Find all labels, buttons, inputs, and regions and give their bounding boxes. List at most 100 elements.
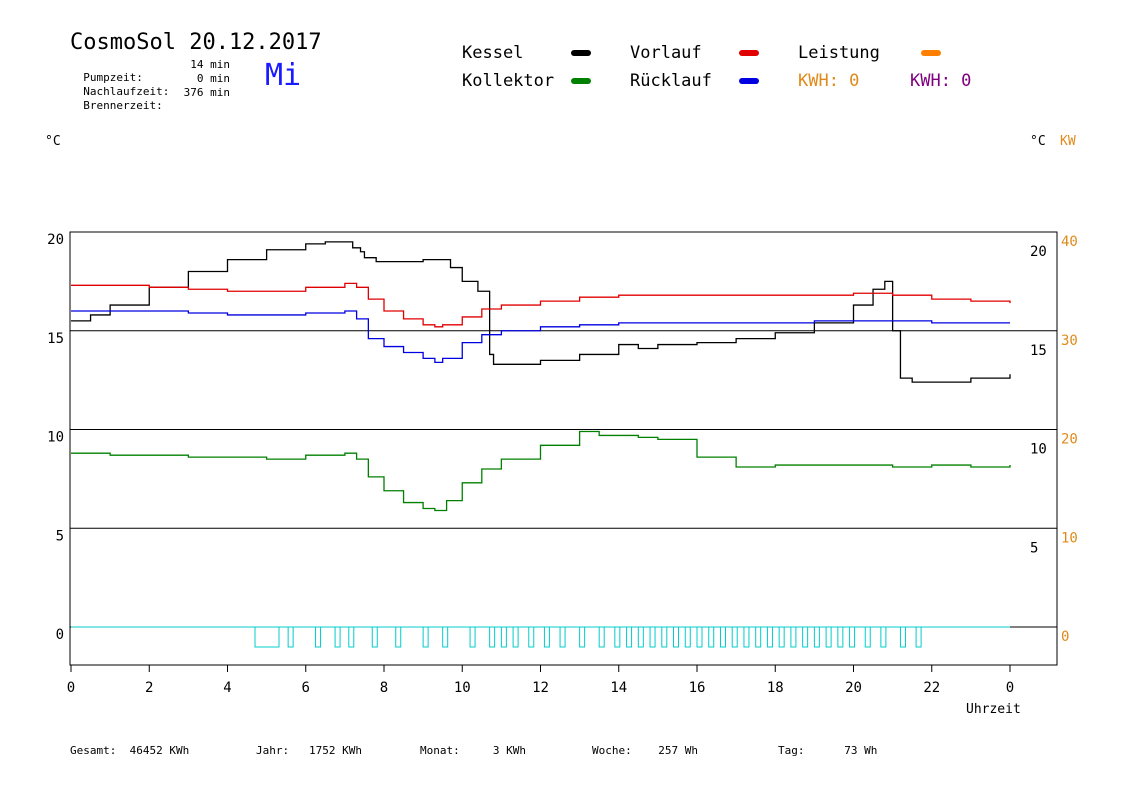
footer-jahr-label: Jahr: <box>256 744 290 757</box>
y-left-tick-label: 0 <box>56 627 64 643</box>
pump-pulse <box>626 626 633 648</box>
x-axis-ticks: 0 2 4 6 8 10 12 14 16 18 20 22 0 <box>67 665 1014 696</box>
y-right-temp-tick-label: 15 <box>1030 343 1047 359</box>
right-unit-label: °C <box>1030 134 1046 149</box>
pump-pulse <box>825 626 832 648</box>
pump-pulse <box>637 626 644 648</box>
series-line-kessel <box>71 241 1011 383</box>
pump-pulse <box>915 626 922 648</box>
y-left-tick-label: 10 <box>47 430 64 446</box>
nachlauf-time-value: 0 min <box>196 72 230 85</box>
pump-pulse <box>731 626 738 648</box>
legend-kwh-orange: KWH: 0 <box>798 71 860 91</box>
pump-pulse <box>719 626 726 648</box>
chart-title: CosmoSol 20.12.2017 <box>70 30 322 55</box>
x-tick-label: 14 <box>610 680 627 696</box>
pump-pulse <box>315 626 322 648</box>
nachlauf-time-label: Nachlaufzeit: <box>83 85 170 98</box>
y-right-kw-tick-label: 20 <box>1061 432 1078 448</box>
pump-pulse <box>755 626 762 648</box>
footer-woche-label: Woche: <box>592 744 632 757</box>
legend-vorlauf-label: Vorlauf <box>630 43 702 63</box>
pump-pulse <box>287 626 294 648</box>
legend-leistung-label: Leistung <box>798 43 880 63</box>
pump-pulse <box>579 626 586 648</box>
pump-pulse <box>559 626 566 648</box>
pump-pulse <box>598 626 605 648</box>
footer-monat-value: 3 KWh <box>492 744 526 757</box>
pump-time-row: Pumpzeit: 14 min <box>70 58 230 97</box>
y-right-temp-tick-label: 20 <box>1030 244 1047 260</box>
legend-kollektor-label: Kollektor <box>462 71 555 91</box>
x-tick-label: 8 <box>380 680 388 696</box>
pump-pulse <box>696 626 703 648</box>
pump-pulse <box>661 626 668 648</box>
chart-series <box>71 241 1011 628</box>
pump-time-label: Pumpzeit: <box>83 71 143 84</box>
pump-pulse <box>512 626 519 648</box>
pump-pulse <box>766 626 773 648</box>
y-right-temp-tick-label: 10 <box>1030 442 1047 458</box>
pump-time-value: 14 min <box>190 58 230 71</box>
footer-woche: Woche: 257 Wh <box>592 744 698 757</box>
pump-pulse <box>684 626 691 648</box>
footer-monat-label: Monat: <box>420 744 460 757</box>
footer-gesamt: Gesamt: 46452 KWh <box>70 744 189 757</box>
footer-tag: Tag: 73 Wh <box>778 744 877 757</box>
pump-pulse <box>899 626 906 648</box>
pump-pulse <box>469 626 476 648</box>
legend-leistung-swatch <box>921 50 941 56</box>
y-axis-ticks: 20 15 10 5 0 20 15 10 5 40 30 20 10 0 <box>47 232 1078 645</box>
y-right-kw-tick-label: 10 <box>1061 530 1078 546</box>
legend-vorlauf-swatch <box>739 50 759 56</box>
legend-ruecklauf-label: Rücklauf <box>630 71 712 91</box>
pump-pulse <box>422 626 429 648</box>
x-tick-label: 18 <box>767 680 784 696</box>
footer-jahr: Jahr: 1752 KWh <box>256 744 362 757</box>
series-line-kollektor <box>71 430 1011 512</box>
x-tick-label: 4 <box>223 680 231 696</box>
footer-tag-label: Tag: <box>778 744 805 757</box>
weekday-label: Mi <box>265 58 302 93</box>
x-tick-label: 0 <box>67 680 75 696</box>
x-tick-label: 2 <box>145 680 153 696</box>
x-tick-label: 10 <box>454 680 471 696</box>
legend-kessel-swatch <box>571 50 591 56</box>
pump-pulse <box>743 626 750 648</box>
pump-pulses <box>71 626 1010 648</box>
x-tick-label: 20 <box>845 680 862 696</box>
y-right-kw-tick-label: 40 <box>1061 234 1078 250</box>
pump-pulse <box>348 626 355 648</box>
series-line-rcklauf <box>71 310 1010 364</box>
legend-kessel-label: Kessel <box>462 43 524 63</box>
pump-pulse <box>778 626 785 648</box>
x-tick-label: 6 <box>302 680 310 696</box>
footer-monat: Monat: 3 KWh <box>420 744 526 757</box>
y-right-kw-tick-label: 30 <box>1061 333 1078 349</box>
series-line-vorlauf <box>71 282 1011 328</box>
footer-woche-value: 257 Wh <box>658 744 698 757</box>
pump-pulse <box>254 626 280 648</box>
footer-jahr-value: 1752 KWh <box>309 744 362 757</box>
pump-pulse <box>790 626 797 648</box>
x-tick-label: 0 <box>1006 680 1014 696</box>
x-tick-label: 16 <box>689 680 706 696</box>
pump-pulse <box>528 626 535 648</box>
pump-pulse <box>334 626 341 648</box>
brenner-time-row: Brennerzeit: 376 min <box>70 86 230 125</box>
y-left-tick-label: 20 <box>47 232 64 248</box>
chart-frame <box>69 231 1058 666</box>
pump-pulse <box>649 626 656 648</box>
x-tick-label: 12 <box>532 680 549 696</box>
pump-pulse <box>708 626 715 648</box>
y-right-kw-tick-label: 0 <box>1061 629 1069 645</box>
pump-pulse <box>673 626 680 648</box>
pump-pulse <box>395 626 402 648</box>
brenner-time-value: 376 min <box>183 86 230 99</box>
pump-pulse <box>849 626 856 648</box>
pump-pulse <box>614 626 621 648</box>
brenner-time-label: Brennerzeit: <box>83 99 163 112</box>
pump-pulse <box>813 626 820 648</box>
left-unit-label: °C <box>45 134 61 149</box>
pump-pulse <box>880 626 887 648</box>
